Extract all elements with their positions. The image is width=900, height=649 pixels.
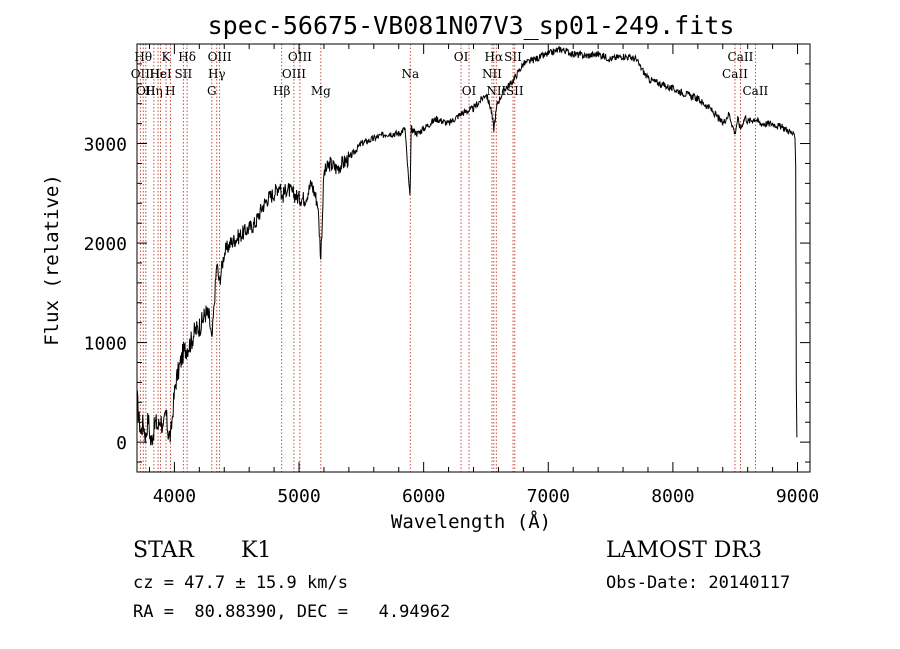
line-marker-label: Hδ: [178, 50, 196, 64]
line-marker-label: Hγ: [208, 67, 226, 81]
x-axis: 4000 5000 6000 7000 8000 9000: [148, 44, 819, 507]
line-marker-label: CaII: [722, 67, 748, 81]
line-marker-label: OI: [462, 84, 477, 98]
redshift-text: cz = 47.7 ± 15.9 km/s: [133, 573, 348, 593]
object-subclass: K1: [241, 538, 272, 563]
coordinates-text: RA = 80.88390, DEC = 4.94962: [133, 602, 451, 622]
y-tick-label: 2000: [84, 234, 127, 255]
spectrum-line: [136, 45, 798, 446]
object-class: STAR: [133, 538, 194, 563]
line-marker-label: Hθ: [134, 50, 152, 64]
line-marker-label: Hη: [145, 84, 163, 98]
line-marker-label: CaII: [742, 84, 768, 98]
x-tick-label: 9000: [776, 486, 819, 507]
x-axis-label: Wavelength (Å): [391, 510, 551, 533]
y-tick-label: 0: [116, 433, 127, 454]
line-marker-label: OI: [454, 50, 469, 64]
spectrum-layer: [136, 45, 798, 446]
x-tick-label: 6000: [402, 486, 445, 507]
line-marker-label: NII: [486, 84, 506, 98]
line-marker-label: HeI: [149, 67, 172, 81]
line-marker-label: Hα: [485, 50, 504, 64]
y-tick-label: 1000: [84, 334, 127, 355]
line-marker-label: SII: [506, 84, 524, 98]
line-marker-label: OIII: [288, 50, 312, 64]
obs-date-text: Obs-Date: 20140117: [606, 573, 791, 593]
line-marker-label: CaII: [728, 50, 754, 64]
line-marker-label: H: [165, 84, 175, 98]
line-marker-label: Na: [401, 67, 419, 81]
line-marker-label: NII: [482, 67, 502, 81]
line-marker-label: OIII: [208, 50, 232, 64]
x-tick-label: 8000: [651, 486, 694, 507]
line-marker-label: SII: [504, 50, 522, 64]
line-marker-label: K: [162, 50, 172, 64]
line-marker-label: SII: [175, 67, 193, 81]
spectral-line-markers: OIIHθOIIHηHεHeIKHSIIHδGHγOIIIHβOIIIOIIIM…: [131, 44, 769, 472]
x-tick-label: 5000: [277, 486, 320, 507]
line-marker-label: OII: [131, 67, 151, 81]
line-marker-label: OII: [136, 84, 156, 98]
line-marker-label: Hε: [150, 67, 167, 81]
line-marker-label: Mg: [311, 84, 331, 98]
line-marker-label: OIII: [282, 67, 306, 81]
y-axis-label: Flux (relative): [41, 174, 63, 346]
y-tick-label: 3000: [84, 135, 127, 156]
survey-name: LAMOST DR3: [606, 538, 762, 563]
line-marker-label: G: [207, 84, 217, 98]
chart-title: spec-56675-VB081N07V3_sp01-249.fits: [208, 11, 735, 40]
y-axis: 0 1000 2000 3000: [84, 63, 810, 463]
x-tick-label: 4000: [153, 486, 196, 507]
x-tick-label: 7000: [527, 486, 570, 507]
line-marker-label: Hβ: [273, 84, 290, 98]
